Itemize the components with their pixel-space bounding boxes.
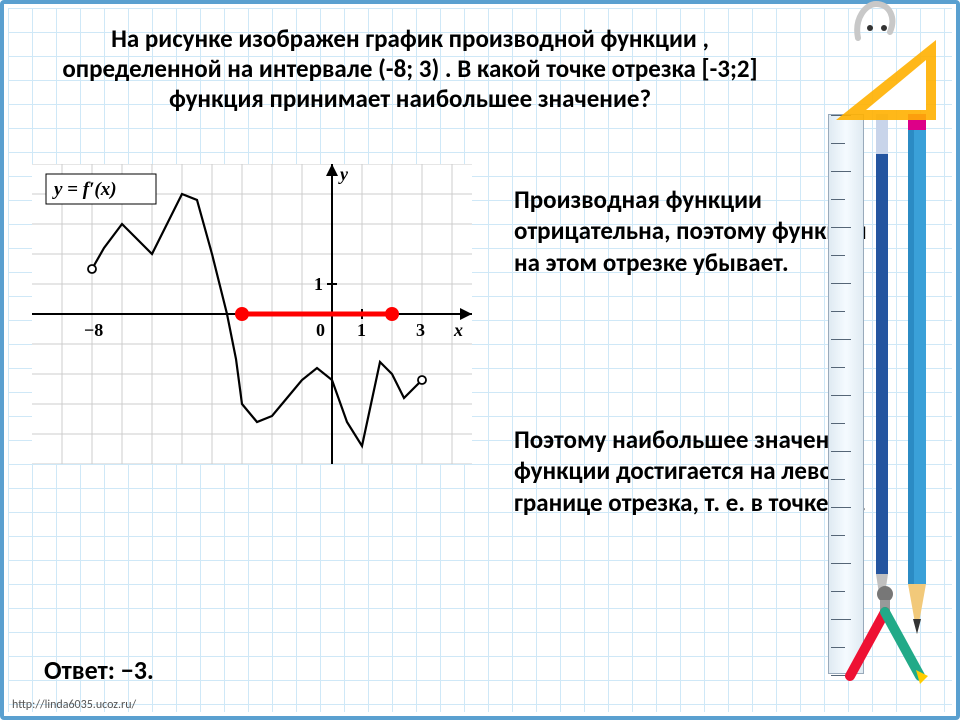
page-frame: На рисунке изображен график производной … — [0, 0, 960, 720]
problem-title: На рисунке изображен график производной … — [34, 24, 786, 114]
derivative-chart: y x 1 1 0 −8 3 y = f′(x) — [32, 164, 472, 464]
svg-text:−8: −8 — [84, 320, 103, 340]
svg-text:y: y — [338, 164, 349, 184]
source-url: http://linda6035.ucoz.ru/ — [12, 698, 136, 712]
svg-text:y = f′(x): y = f′(x) — [52, 179, 117, 200]
setsquare-icon — [836, 40, 936, 120]
svg-text:3: 3 — [416, 320, 425, 340]
svg-text:x: x — [453, 320, 463, 340]
svg-text:0: 0 — [316, 320, 325, 340]
compass-icon — [830, 576, 940, 686]
paperclip-icon — [846, 0, 906, 44]
svg-text:1: 1 — [314, 274, 323, 294]
answer-text: Ответ: −3. — [44, 654, 154, 686]
svg-text:1: 1 — [357, 320, 366, 340]
